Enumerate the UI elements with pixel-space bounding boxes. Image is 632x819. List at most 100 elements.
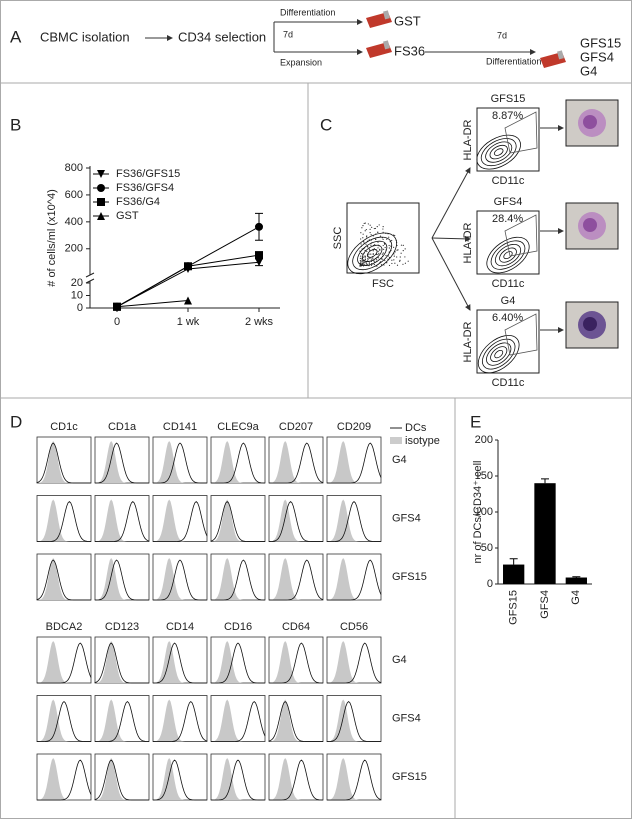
isotype-curve: [211, 699, 265, 742]
axis-label: CD11c: [492, 377, 525, 389]
dc-curve: [94, 442, 149, 484]
event-dot: [369, 228, 371, 230]
event-dot: [364, 230, 366, 232]
event-dot: [379, 248, 381, 250]
event-dot: [365, 236, 368, 238]
cell-nucleus: [583, 317, 597, 331]
isotype-curve: [153, 758, 207, 800]
contour: [499, 247, 517, 263]
dc-curve: [269, 759, 324, 801]
row-label: GFS4: [392, 712, 421, 724]
dc-curve: [36, 442, 91, 484]
arrow: [431, 167, 471, 239]
event-dot: [362, 224, 364, 227]
event-dot: [377, 241, 379, 243]
dc-curve: [36, 559, 91, 601]
y-tick-label: 0: [77, 302, 83, 314]
marker-label: CD56: [340, 621, 368, 633]
flask: [366, 10, 392, 28]
product: FS36: [394, 43, 425, 58]
event-dot: [378, 252, 380, 254]
gate-percent: 8.87%: [492, 110, 523, 122]
legend-swatch: [390, 437, 402, 444]
histogram-frame: [210, 753, 266, 801]
event-dot: [370, 264, 373, 266]
bar: [503, 564, 525, 584]
marker-label: CD14: [166, 621, 194, 633]
x-tick-label: 1 wk: [177, 316, 200, 328]
event-dot: [365, 243, 367, 245]
event-dot: [373, 260, 375, 262]
gate-percent: 6.40%: [492, 312, 523, 324]
event-dot: [400, 252, 402, 254]
event-dot: [373, 227, 375, 230]
legend-marker: [97, 184, 105, 192]
point: [255, 258, 263, 267]
dc-curve: [94, 559, 149, 601]
event-dot: [373, 263, 376, 266]
product: GST: [394, 13, 421, 28]
arrow: [431, 237, 471, 311]
event-dot: [388, 236, 390, 238]
product: GFS15: [580, 35, 621, 50]
isotype-curve: [95, 558, 149, 600]
row-label: GFS4: [392, 512, 421, 524]
event-dot: [378, 224, 380, 226]
cell-nucleus: [583, 218, 597, 232]
event-dot: [370, 234, 372, 236]
contour: [482, 338, 516, 370]
isotype-curve: [327, 699, 381, 742]
event-dot: [384, 246, 386, 249]
panel-label: E: [470, 412, 481, 431]
dc-curve: [327, 559, 382, 601]
row-label: G4: [392, 654, 407, 666]
point: [184, 262, 192, 271]
contour: [489, 144, 508, 160]
event-dot: [363, 256, 365, 258]
panel-label: D: [10, 412, 22, 431]
event-dot: [361, 261, 363, 263]
event-dot: [375, 259, 378, 261]
isotype-curve: [269, 641, 323, 683]
event-dot: [384, 259, 386, 262]
contour: [493, 148, 504, 156]
contour: [352, 236, 393, 271]
event-dot: [387, 258, 389, 260]
isotype-curve: [153, 558, 207, 600]
isotype-curve: [153, 499, 207, 542]
contour: [480, 138, 517, 167]
subset-name: G4: [501, 295, 516, 307]
event-dot: [391, 259, 393, 261]
event-dot: [396, 249, 398, 251]
dc-curve: [327, 442, 382, 484]
event-dot: [391, 262, 393, 265]
dc-curve: [37, 759, 92, 801]
contour: [494, 349, 504, 359]
event-dot: [407, 260, 409, 262]
dc-curve: [326, 701, 381, 742]
marker-label: CD123: [105, 621, 139, 633]
event-dot: [369, 257, 371, 259]
contour: [476, 134, 521, 170]
event-dot: [402, 244, 404, 246]
series-line: [116, 300, 189, 308]
point: [184, 296, 192, 305]
event-dot: [363, 240, 365, 243]
dc-curve: [210, 501, 265, 542]
y-tick-label: 600: [65, 189, 83, 201]
contour: [486, 236, 530, 274]
row-label: GFS15: [392, 771, 427, 783]
axis-label: CD11c: [492, 175, 525, 187]
axis-break: [85, 278, 95, 284]
subset-name: GFS15: [491, 93, 526, 105]
bar: [534, 483, 556, 584]
event-dot: [362, 237, 364, 239]
dc-curve: [153, 501, 208, 542]
event-dot: [393, 255, 395, 257]
isotype-curve: [95, 499, 149, 542]
dc-curve: [153, 559, 207, 601]
event-dot: [370, 253, 372, 255]
event-dot: [368, 253, 370, 255]
marker-label: CD207: [279, 421, 313, 433]
